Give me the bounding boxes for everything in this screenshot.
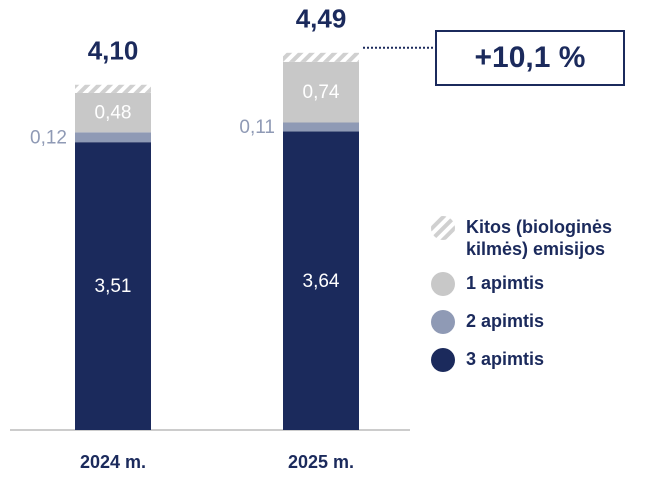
legend-swatch <box>431 348 455 372</box>
legend-swatch <box>431 272 455 296</box>
total-label: 4,10 <box>88 36 139 66</box>
bar-segment <box>75 92 151 133</box>
legend-label: 2 apimtis <box>466 311 545 331</box>
value-label: 0,48 <box>95 103 132 124</box>
legend-item: 1 apimtis <box>430 272 667 298</box>
legend-label: 1 apimtis <box>466 273 545 293</box>
total-label: 4,49 <box>296 4 347 34</box>
legend-swatch <box>431 310 455 334</box>
annotation: +10,1 % <box>435 30 625 86</box>
legend-item: Kitos (biologinės kilmės) emisijos <box>430 216 667 260</box>
bar-segment <box>283 122 359 132</box>
legend-label: Kitos (biologinės kilmės) emisijos <box>466 217 612 259</box>
legend-label: 3 apimtis <box>466 349 545 369</box>
bar-segment <box>283 131 359 430</box>
legend-marker <box>431 348 455 372</box>
legend-marker <box>431 310 455 334</box>
legend: Kitos (biologinės kilmės) emisijos 1 apim… <box>430 216 667 386</box>
x-tick-label: 2025 m. <box>288 452 354 472</box>
bar-segment <box>75 142 151 430</box>
bar-segment <box>283 52 359 62</box>
bar-segment <box>283 61 359 123</box>
legend-swatch <box>431 216 455 240</box>
legend-marker <box>431 272 455 296</box>
value-label: 0,11 <box>239 117 275 138</box>
legend-item: 3 apimtis <box>430 348 667 374</box>
legend-item: 2 apimtis <box>430 310 667 336</box>
value-label: 3,51 <box>95 276 132 297</box>
legend-marker <box>431 216 455 240</box>
value-label: 3,64 <box>303 271 340 292</box>
bar-segment <box>75 132 151 143</box>
value-label: 0,74 <box>303 82 340 103</box>
value-label: 0,12 <box>30 127 67 148</box>
x-tick-label: 2024 m. <box>80 452 146 472</box>
bar-segment <box>75 84 151 93</box>
